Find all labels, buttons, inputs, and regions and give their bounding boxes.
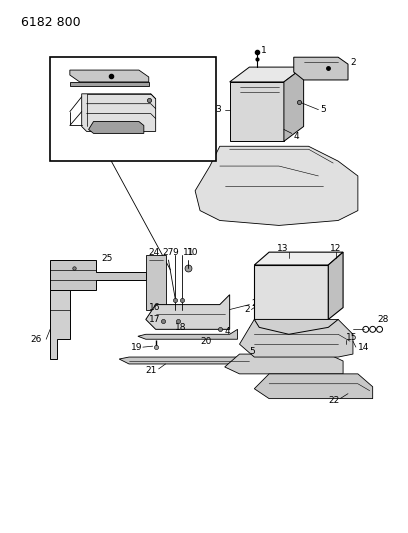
Polygon shape — [82, 94, 156, 132]
Text: 3: 3 — [215, 105, 221, 114]
Text: 10: 10 — [187, 248, 199, 257]
Text: 12: 12 — [330, 244, 341, 253]
Polygon shape — [146, 255, 166, 310]
Polygon shape — [230, 82, 284, 141]
Text: 6: 6 — [159, 92, 164, 101]
Text: 2: 2 — [251, 299, 257, 308]
Polygon shape — [294, 57, 348, 80]
Text: 27: 27 — [162, 248, 174, 257]
Polygon shape — [89, 122, 144, 133]
Polygon shape — [225, 354, 343, 374]
Polygon shape — [328, 252, 343, 319]
Text: 24: 24 — [149, 248, 160, 257]
Polygon shape — [239, 319, 353, 357]
Text: 1: 1 — [261, 46, 267, 55]
Text: 28: 28 — [377, 315, 389, 324]
Polygon shape — [254, 265, 328, 319]
Text: 25: 25 — [102, 254, 113, 263]
Polygon shape — [146, 295, 230, 329]
Polygon shape — [50, 290, 70, 359]
Text: 4: 4 — [294, 132, 299, 141]
Text: 4: 4 — [225, 327, 231, 336]
Text: 20: 20 — [200, 337, 211, 346]
Polygon shape — [254, 252, 343, 265]
Text: 2: 2 — [244, 305, 250, 314]
Text: 22: 22 — [328, 396, 339, 405]
Polygon shape — [254, 374, 373, 399]
FancyBboxPatch shape — [50, 57, 216, 161]
Text: 13: 13 — [277, 244, 288, 253]
Text: 14: 14 — [358, 343, 369, 352]
Text: 2: 2 — [350, 58, 356, 67]
Text: 18: 18 — [175, 323, 187, 332]
Text: 7: 7 — [159, 105, 164, 114]
Text: 8: 8 — [159, 119, 164, 128]
Text: 26: 26 — [31, 335, 42, 344]
Polygon shape — [138, 329, 237, 339]
Polygon shape — [70, 70, 149, 82]
Text: 5: 5 — [249, 346, 255, 356]
Text: 5: 5 — [320, 105, 326, 114]
Polygon shape — [284, 67, 304, 141]
Text: 15: 15 — [346, 333, 357, 342]
Polygon shape — [119, 351, 259, 364]
Text: 16: 16 — [149, 303, 160, 312]
Text: 6182 800: 6182 800 — [20, 16, 80, 29]
Polygon shape — [50, 260, 146, 290]
Polygon shape — [195, 146, 358, 225]
Text: 23: 23 — [84, 60, 95, 69]
Text: 19: 19 — [131, 343, 142, 352]
Text: 11: 11 — [183, 248, 195, 257]
Text: 21: 21 — [146, 366, 157, 375]
Text: 17: 17 — [149, 315, 160, 324]
Text: 9: 9 — [173, 248, 178, 257]
Polygon shape — [70, 82, 149, 86]
Polygon shape — [230, 67, 304, 82]
Text: 5: 5 — [247, 327, 253, 336]
